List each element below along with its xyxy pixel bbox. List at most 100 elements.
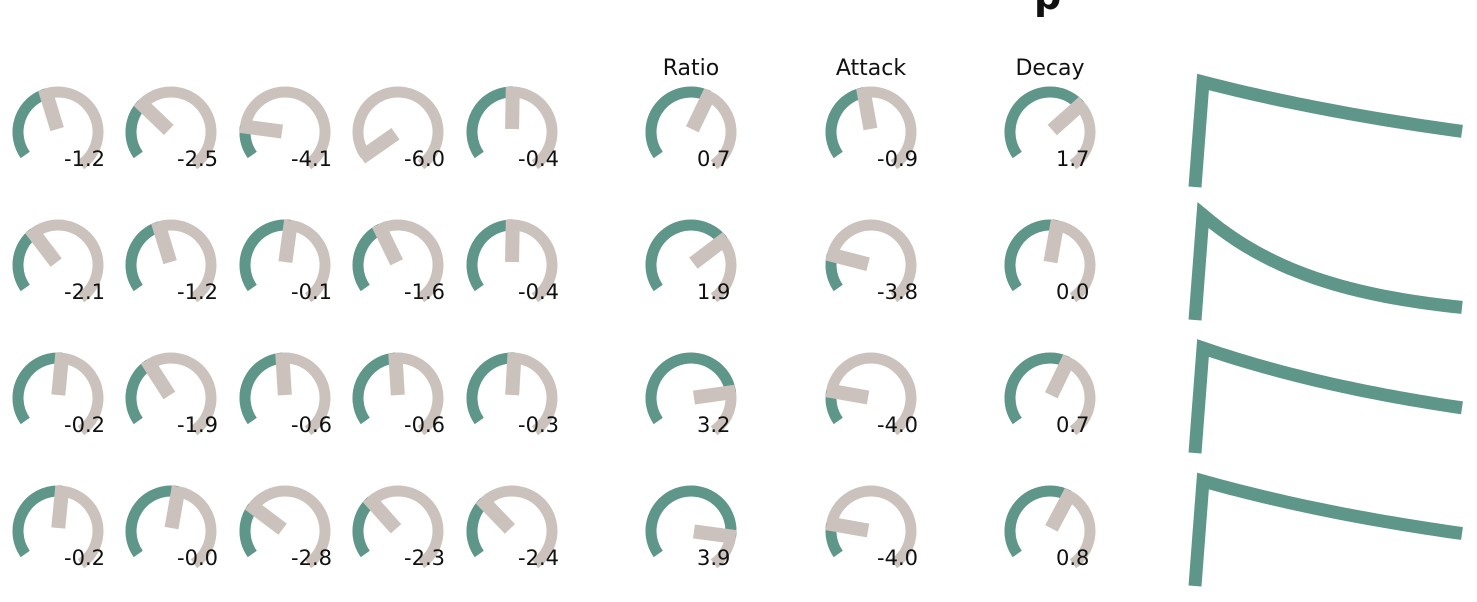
knob-pointer[interactable] [692,384,737,405]
eq-knob-r2-c4[interactable]: -1.6 [352,219,445,304]
knob-pointer[interactable] [689,232,732,269]
knob-pointer[interactable] [1044,354,1076,399]
knob-pointer[interactable] [51,485,70,529]
knob-pointer[interactable] [1047,96,1089,136]
eq-knob-r2-c5[interactable]: -0.4 [466,219,559,304]
knob-fill [466,86,513,159]
attack-knob-r2[interactable]: -3.8 [825,219,918,304]
knob-pointer[interactable] [371,221,403,266]
knob-fill [645,352,737,425]
eq-knob-r4-c2[interactable]: -0.0 [125,485,218,570]
knob-pointer[interactable] [505,352,522,396]
knob-pointer[interactable] [25,224,62,267]
knob-pointer[interactable] [140,356,176,400]
knob-pointer[interactable] [362,492,402,534]
title-fragment: p [1034,0,1061,18]
knob-value-label: -1.9 [177,413,218,437]
knob-fill [1004,485,1072,558]
knob-fill [352,224,384,292]
knob-pointer[interactable] [1043,219,1065,264]
knob-pointer[interactable] [1045,487,1078,532]
knob-pointer[interactable] [856,86,878,131]
knob-fill [1004,352,1070,425]
eq-knob-r2-c1[interactable]: -2.1 [12,219,105,304]
knob-pointer[interactable] [475,493,515,534]
eq-knob-r1-c3[interactable]: -4.1 [239,86,332,171]
knob-fill [12,352,63,425]
attack-knob-r1[interactable]: -0.9 [825,86,918,171]
eq-knob-r3-c5[interactable]: -0.3 [466,352,559,437]
knob-pointer[interactable] [239,118,283,139]
knob-pointer[interactable] [38,86,64,132]
eq-knob-r3-c1[interactable]: -0.2 [12,352,105,437]
knob-pointer[interactable] [357,127,400,164]
knob-fill [645,485,737,558]
knob-value-label: -0.6 [404,413,445,437]
knob-value-label: 0.8 [1056,546,1089,570]
eq-knob-r4-c4[interactable]: -2.3 [352,485,445,570]
knob-pointer[interactable] [388,352,405,396]
eq-knob-r3-c2[interactable]: -1.9 [125,352,218,437]
knob-value-label: -2.5 [177,147,218,171]
knob-fill [239,219,292,292]
knob-fill [645,86,711,159]
knob-value-label: -0.4 [518,147,559,171]
knob-pointer[interactable] [505,86,520,130]
knob-fill [125,485,179,558]
knob-value-label: -2.4 [518,546,559,570]
knob-pointer[interactable] [825,246,870,272]
knob-value-label: -0.2 [64,546,105,570]
eq-knob-r4-c3[interactable]: -2.8 [239,485,332,570]
eq-knob-r1-c4[interactable]: -6.0 [352,86,445,171]
knob-value-label: -6.0 [404,147,445,171]
ratio-knob-r3[interactable]: 3.2 [645,352,737,437]
knob-pointer[interactable] [825,383,870,405]
knob-fill [1004,86,1084,159]
decay-knob-r1[interactable]: 1.7 [1004,86,1096,171]
attack-knob-r4[interactable]: -4.0 [825,485,918,570]
decay-knob-r2[interactable]: 0.0 [1004,219,1096,304]
knob-pointer[interactable] [51,352,70,396]
envelope-curve-r2 [1188,201,1463,321]
eq-knob-r3-c3[interactable]: -0.6 [239,352,332,437]
knob-pointer[interactable] [685,88,717,133]
knob-pointer[interactable] [151,219,177,265]
eq-knob-r4-c1[interactable]: -0.2 [12,485,105,570]
knob-value-label: -0.6 [291,413,332,437]
knob-value-label: -0.3 [518,413,559,437]
decay-knob-r3[interactable]: 0.7 [1004,352,1096,437]
ratio-knob-r1[interactable]: 0.7 [645,86,737,171]
column-header-ratio: Ratio [663,56,719,81]
knob-pointer[interactable] [825,516,870,538]
knob-fill [825,87,866,159]
knob-pointer[interactable] [133,95,174,135]
knob-pointer[interactable] [164,485,186,530]
knob-value-label: -0.1 [291,280,332,304]
eq-knob-r2-c2[interactable]: -1.2 [125,219,218,304]
eq-knob-r4-c5[interactable]: -2.4 [466,485,559,570]
knob-value-label: -2.8 [291,546,332,570]
eq-knob-r1-c2[interactable]: -2.5 [125,86,218,171]
knob-value-label: -0.9 [877,147,918,171]
ratio-knob-r4[interactable]: 3.9 [645,485,737,570]
eq-knob-r3-c4[interactable]: -0.6 [352,352,445,437]
knob-pointer[interactable] [693,524,737,545]
attack-knob-r3[interactable]: -4.0 [825,352,918,437]
decay-knob-r4[interactable]: 0.8 [1004,485,1096,570]
knob-value-label: -1.2 [64,147,105,171]
knob-value-label: -3.8 [877,280,918,304]
eq-knob-r2-c3[interactable]: -0.1 [239,219,332,304]
knob-pointer[interactable] [244,498,287,535]
knob-pointer[interactable] [278,219,299,263]
eq-knob-r1-c5[interactable]: -0.4 [466,86,559,171]
knob-value-label: 0.7 [697,147,730,171]
column-header-decay: Decay [1015,56,1084,81]
eq-knob-r1-c1[interactable]: -1.2 [12,86,105,171]
knob-pointer[interactable] [505,219,520,263]
ratio-knob-r2[interactable]: 1.9 [645,219,737,304]
knob-pointer[interactable] [275,352,292,396]
knob-value-label: -0.0 [177,546,218,570]
knob-value-label: 1.9 [697,280,730,304]
